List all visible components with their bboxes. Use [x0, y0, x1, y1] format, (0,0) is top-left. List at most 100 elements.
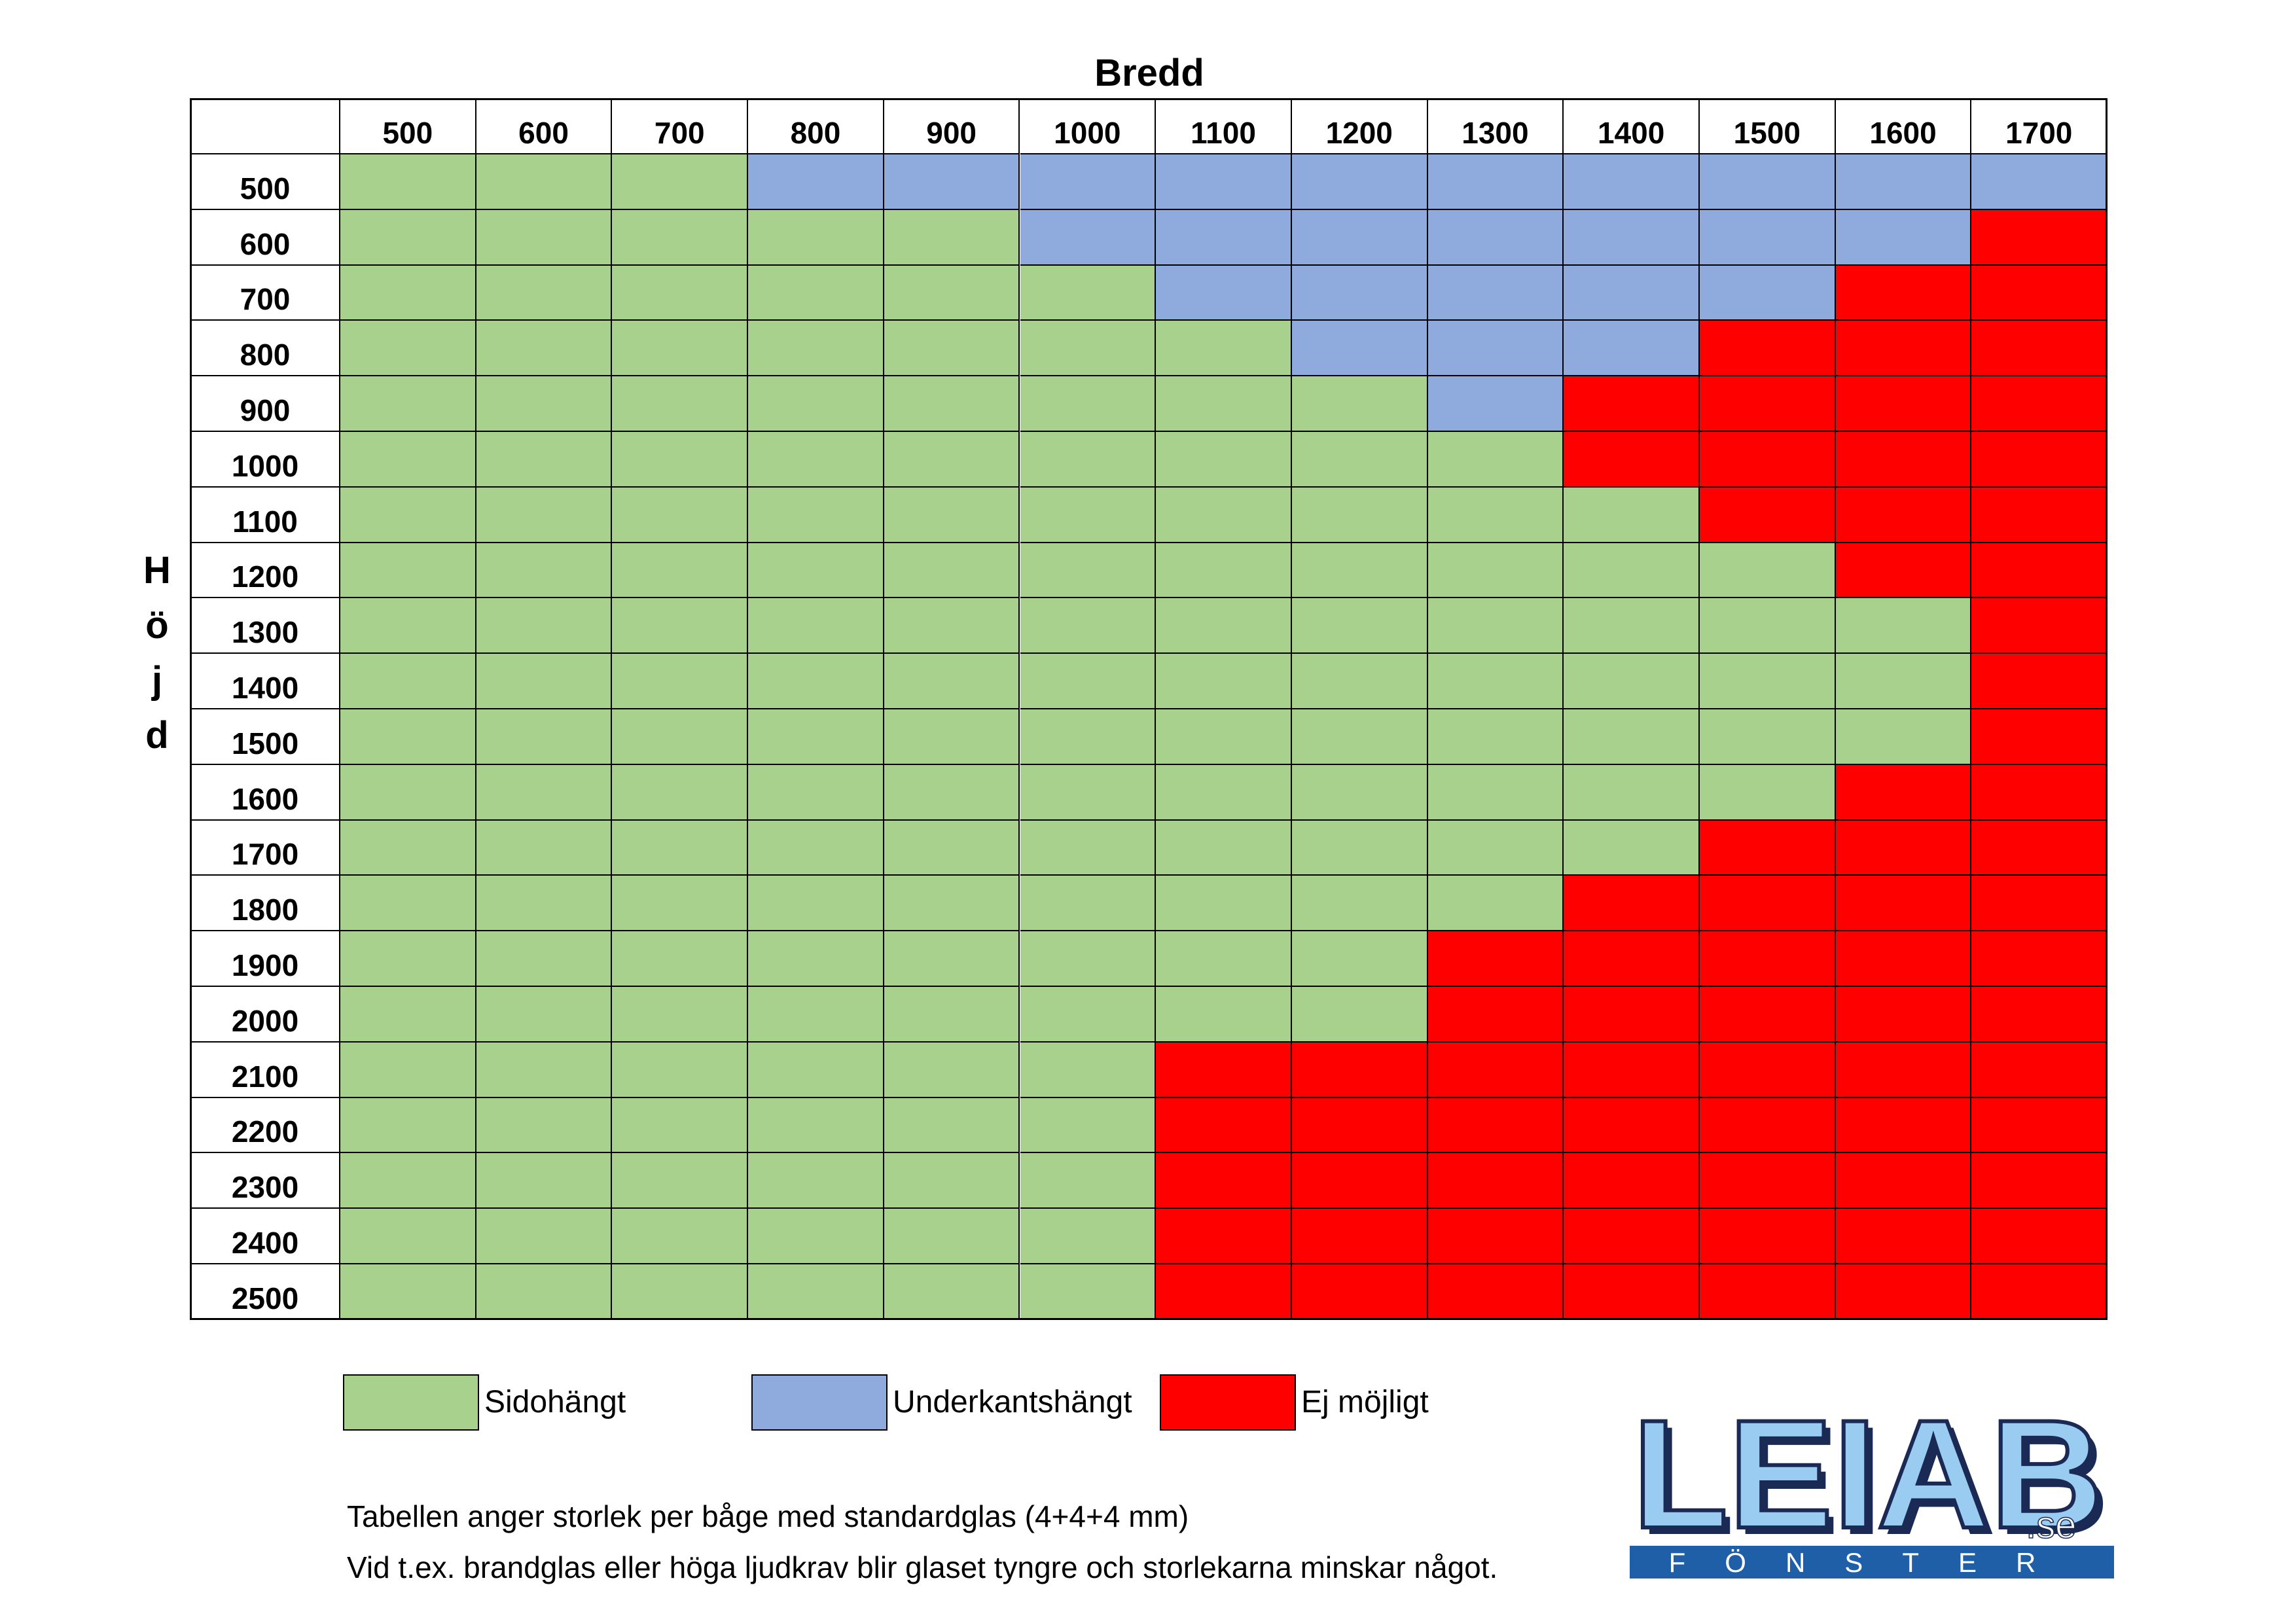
note-line-1: Tabellen anger storlek per båge med stan…: [347, 1499, 1189, 1533]
table-cell-h2000-w600: [476, 987, 613, 1043]
table-cell-h1000-w700: [612, 432, 749, 488]
table-cell-h2100-w1000: [1020, 1042, 1157, 1098]
table-cell-h1400-w600: [476, 654, 613, 709]
table-cell-h2200-w800: [748, 1097, 884, 1154]
table-cell-h1500-w1200: [1291, 709, 1428, 765]
width-header-1400: 1400: [1564, 99, 1700, 154]
table-cell-h1400-w700: [612, 654, 749, 709]
table-cell-h1800-w900: [884, 876, 1020, 932]
table-cell-h500-w900: [884, 154, 1020, 210]
table-cell-h1900-w1000: [1020, 931, 1157, 987]
table-cell-h2000-w1500: [1700, 987, 1836, 1043]
table-cell-h1000-w600: [476, 432, 613, 488]
logo-tagline: FÖNSTER: [1669, 1547, 2075, 1578]
table-cell-h1000-w900: [884, 432, 1020, 488]
table-cell-h1400-w500: [340, 654, 476, 709]
table-cell-h1600-w1700: [1971, 764, 2108, 821]
table-cell-h2400-w1500: [1700, 1209, 1836, 1264]
size-table: 500 600 700 800 900 1000 1100 1200 1300 1400 1500 1…: [190, 98, 2108, 1320]
table-cell-h2500-w800: [748, 1264, 884, 1320]
table-cell-h1100-w1000: [1020, 487, 1157, 543]
table-cell-h1600-w1000: [1020, 764, 1157, 821]
width-header-1100: 1100: [1156, 99, 1292, 154]
table-cell-h1900-w700: [612, 931, 749, 987]
table-cell-h2200-w500: [340, 1097, 476, 1154]
height-header-1500: 1500: [191, 709, 340, 765]
width-header-700: 700: [612, 99, 749, 154]
table-cell-h900-w800: [748, 376, 884, 432]
table-corner-cell: [191, 99, 340, 154]
table-cell-h1900-w900: [884, 931, 1020, 987]
height-header-2300: 2300: [191, 1153, 340, 1209]
table-cell-h2300-w1600: [1835, 1153, 1972, 1209]
table-cell-h600-w1100: [1156, 209, 1292, 266]
table-cell-h900-w1000: [1020, 376, 1157, 432]
table-cell-h2500-w1100: [1156, 1264, 1292, 1320]
table-cell-h2000-w800: [748, 987, 884, 1043]
table-cell-h800-w1500: [1700, 321, 1836, 377]
table-cell-h1400-w1100: [1156, 654, 1292, 709]
table-cell-h2400-w900: [884, 1209, 1020, 1264]
height-header-900: 900: [191, 376, 340, 432]
table-cell-h500-w700: [612, 154, 749, 210]
logo-band: [1630, 1546, 2114, 1578]
table-cell-h1800-w800: [748, 876, 884, 932]
table-cell-h1800-w700: [612, 876, 749, 932]
table-cell-h2000-w1100: [1156, 987, 1292, 1043]
table-cell-h1000-w1000: [1020, 432, 1157, 488]
table-cell-h1500-w1300: [1427, 709, 1564, 765]
table-cell-h700-w1400: [1564, 265, 1700, 321]
table-cell-h1500-w1100: [1156, 709, 1292, 765]
table-cell-h1400-w1500: [1700, 654, 1836, 709]
width-header-1700: 1700: [1971, 99, 2108, 154]
table-cell-h2300-w1200: [1291, 1153, 1428, 1209]
table-cell-h2100-w1200: [1291, 1042, 1428, 1098]
table-cell-h800-w1400: [1564, 321, 1700, 377]
table-cell-h1600-w1500: [1700, 764, 1836, 821]
legend-label-sidohangt: Sidohängt: [484, 1385, 626, 1419]
table-cell-h2100-w1400: [1564, 1042, 1700, 1098]
table-cell-h2300-w700: [612, 1153, 749, 1209]
table-cell-h2100-w1300: [1427, 1042, 1564, 1098]
table-cell-h500-w600: [476, 154, 613, 210]
table-cell-h900-w1700: [1971, 376, 2108, 432]
table-cell-h2200-w1700: [1971, 1097, 2108, 1154]
table-cell-h1200-w1100: [1156, 543, 1292, 599]
table-cell-h1100-w1400: [1564, 487, 1700, 543]
table-cell-h600-w700: [612, 209, 749, 266]
table-cell-h700-w1600: [1835, 265, 1972, 321]
table-cell-h2100-w1100: [1156, 1042, 1292, 1098]
y-axis-title-letter-2: ö: [145, 604, 169, 647]
table-cell-h1100-w1200: [1291, 487, 1428, 543]
table-cell-h1500-w1400: [1564, 709, 1700, 765]
table-cell-h1600-w800: [748, 764, 884, 821]
table-cell-h2200-w1000: [1020, 1097, 1157, 1154]
table-cell-h1200-w1000: [1020, 543, 1157, 599]
table-cell-h600-w1700: [1971, 209, 2108, 266]
logo-shadow: LEIAB: [1639, 1400, 2110, 1567]
table-cell-h800-w1300: [1427, 321, 1564, 377]
table-cell-h1900-w1500: [1700, 931, 1836, 987]
table-cell-h1300-w900: [884, 598, 1020, 654]
table-cell-h600-w1400: [1564, 209, 1700, 266]
table-cell-h1100-w500: [340, 487, 476, 543]
table-cell-h900-w700: [612, 376, 749, 432]
table-cell-h800-w1600: [1835, 321, 1972, 377]
table-cell-h2200-w1300: [1427, 1097, 1564, 1154]
table-cell-h1000-w800: [748, 432, 884, 488]
table-cell-h1300-w800: [748, 598, 884, 654]
table-cell-h800-w1000: [1020, 321, 1157, 377]
table-cell-h2200-w700: [612, 1097, 749, 1154]
table-cell-h800-w700: [612, 321, 749, 377]
table-cell-h1700-w1100: [1156, 820, 1292, 876]
table-cell-h1600-w900: [884, 764, 1020, 821]
table-cell-h800-w600: [476, 321, 613, 377]
table-cell-h2500-w500: [340, 1264, 476, 1320]
height-header-1300: 1300: [191, 598, 340, 654]
table-cell-h2100-w500: [340, 1042, 476, 1098]
width-header-1000: 1000: [1020, 99, 1157, 154]
table-cell-h2000-w900: [884, 987, 1020, 1043]
table-cell-h900-w1400: [1564, 376, 1700, 432]
table-cell-h500-w1700: [1971, 154, 2108, 210]
